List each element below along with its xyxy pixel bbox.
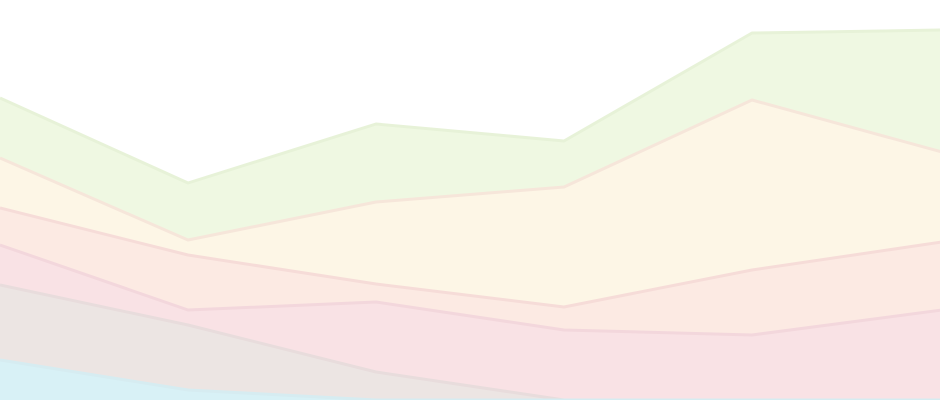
series-line-5: [0, 98, 940, 242]
area-series-4: [0, 208, 940, 335]
series-line-3: [0, 243, 940, 337]
series-line-2: [0, 283, 940, 400]
series-line-4: [0, 206, 940, 309]
area-series-3: [0, 245, 940, 400]
area-series-5: [0, 100, 940, 307]
area-series-1: [0, 360, 940, 400]
series-line-1: [0, 358, 940, 400]
series-line-6: [0, 28, 940, 185]
area-series-2: [0, 285, 940, 400]
area-series-6: [0, 30, 940, 240]
